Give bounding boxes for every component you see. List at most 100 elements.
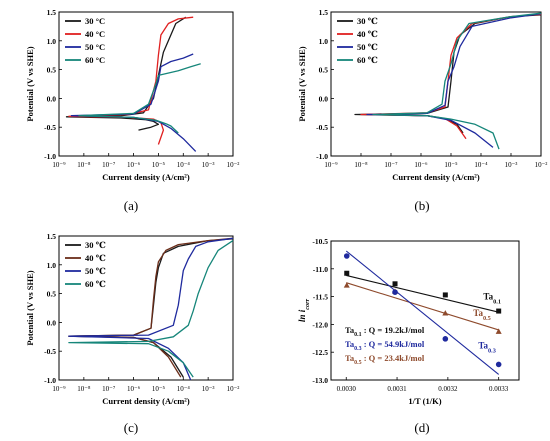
legend-label: 40 ℃ xyxy=(357,29,378,39)
series-line-3 xyxy=(70,53,197,152)
x-tick-label: 10⁻⁶ xyxy=(127,161,141,169)
series-line-4 xyxy=(68,240,234,378)
x-tick-label: 10⁻⁴ xyxy=(177,161,191,169)
y-tick-label: 1.5 xyxy=(47,8,57,17)
legend-label: 60 ℃ xyxy=(85,279,106,289)
data-point xyxy=(442,336,449,342)
panel-label-c: (c) xyxy=(123,420,139,435)
y-tick-label: -10.5 xyxy=(312,237,328,246)
series-line-4 xyxy=(372,12,542,150)
data-point xyxy=(343,253,350,259)
y-tick-label: 1.0 xyxy=(319,37,329,46)
x-tick-label: 10⁻⁶ xyxy=(127,385,141,393)
x-tick-label: 10⁻⁹ xyxy=(52,161,66,169)
y-tick-label: -12.5 xyxy=(312,348,328,357)
x-tick-label: 10⁻² xyxy=(535,161,548,169)
y-tick-label: 1.5 xyxy=(319,8,329,17)
series-line-3 xyxy=(68,237,234,381)
x-tick-label: 10⁻² xyxy=(227,385,240,393)
legend-label: 60 °C xyxy=(85,55,105,65)
series-label: Ta0.5 xyxy=(473,308,491,322)
x-tick-label: 10⁻⁷ xyxy=(102,161,116,169)
y-tick-label: -1.0 xyxy=(44,376,56,385)
activation-energy-annotation: Ta0.1 : Q = 19.2kJ/mol xyxy=(345,325,425,338)
y-tick-label: -1.0 xyxy=(44,152,56,161)
legend-label: 60 ℃ xyxy=(357,55,378,65)
y-tick-label: -13.0 xyxy=(312,376,328,385)
panel-label-b: (b) xyxy=(414,198,430,213)
x-axis-label: 1/T (1/K) xyxy=(408,396,441,406)
x-tick-label: 10⁻⁸ xyxy=(77,161,91,169)
x-axis-label: Current density (A/cm²) xyxy=(392,172,480,182)
x-tick-label: 0.0032 xyxy=(438,385,458,393)
y-tick-label: 1.5 xyxy=(47,232,57,241)
y-tick-label: 0.0 xyxy=(319,94,329,103)
x-tick-label: 10⁻⁵ xyxy=(152,385,166,393)
x-tick-label: 10⁻⁷ xyxy=(102,385,116,393)
y-tick-label: 0.5 xyxy=(319,66,329,75)
data-point xyxy=(344,270,350,276)
x-tick-label: 0.0030 xyxy=(337,385,357,393)
data-point xyxy=(343,282,350,288)
panel-c-chart: 10⁻⁹ 10⁻⁸ 10⁻⁷ 10⁻⁶ 10⁻⁵ 10⁻⁴ 10⁻³ 10⁻² -1.0 -0.5… xyxy=(25,232,239,406)
plot-frame xyxy=(330,240,520,381)
y-tick-label: 0.5 xyxy=(47,66,57,75)
series-label: Ta0.3 xyxy=(478,340,496,354)
x-tick-label: 10⁻⁴ xyxy=(177,385,191,393)
y-tick-label: 1.0 xyxy=(47,261,57,270)
x-tick-label: 10⁻⁹ xyxy=(52,385,66,393)
x-tick-label: 10⁻⁵ xyxy=(152,161,166,169)
data-point xyxy=(495,361,502,368)
legend-label: 30 ℃ xyxy=(85,240,106,250)
y-axis-label: Potential (V vs SHE) xyxy=(25,46,35,121)
x-tick-label: 10⁻⁴ xyxy=(474,161,488,169)
fit-line xyxy=(345,250,500,375)
y-tick-label: -11.5 xyxy=(313,293,328,302)
panel-d-chart: 0.0030 0.0031 0.0032 0.0033 -13.0 -12.5 -12.0 -… xyxy=(297,237,520,406)
x-tick-label: 10⁻³ xyxy=(505,161,518,169)
y-tick-label: -0.5 xyxy=(44,123,56,132)
legend-label: 40 °C xyxy=(85,29,105,39)
y-tick-label: -0.5 xyxy=(316,123,328,132)
x-tick-label: 0.0033 xyxy=(489,385,509,393)
x-tick-label: 10⁻⁵ xyxy=(444,161,458,169)
y-axis-label: Potential (V vs SHE) xyxy=(297,46,307,121)
panel-label-d: (d) xyxy=(414,420,430,435)
legend-label: 50 ℃ xyxy=(85,266,106,276)
fit-line xyxy=(346,282,499,331)
series-line-4 xyxy=(78,63,201,134)
x-tick-label: 10⁻⁶ xyxy=(414,161,428,169)
y-tick-label: 1.0 xyxy=(47,37,57,46)
legend-label: 30 ℃ xyxy=(357,16,378,26)
y-tick-label: -12.0 xyxy=(312,320,328,329)
series-line-3 xyxy=(366,13,542,148)
panel-b-chart: 10⁻⁹ 10⁻⁸ 10⁻⁷ 10⁻⁶ 10⁻⁵ 10⁻⁴ 10⁻³ 10⁻² -1.0 -0.5… xyxy=(297,8,547,182)
y-tick-label: -11.0 xyxy=(313,265,328,274)
x-tick-label: 0.0031 xyxy=(387,385,407,393)
x-tick-label: 10⁻⁹ xyxy=(324,161,338,169)
activation-energy-annotation: Ta0.5 : Q = 23.4kJ/mol xyxy=(345,353,425,366)
plot-frame xyxy=(58,11,234,157)
x-tick-label: 10⁻³ xyxy=(202,161,215,169)
y-axis-label: Potential (V vs SHE) xyxy=(25,270,35,345)
data-point xyxy=(496,308,502,314)
data-point xyxy=(442,310,449,316)
data-point xyxy=(442,292,448,298)
x-tick-label: 10⁻⁸ xyxy=(354,161,368,169)
legend-label: 30 °C xyxy=(85,16,105,26)
y-tick-label: -0.5 xyxy=(44,347,56,356)
panel-a-chart: 10⁻⁹ 10⁻⁸ 10⁻⁷ 10⁻⁶ 10⁻⁵ 10⁻⁴ 10⁻³ 10⁻² -1.0 -0.5… xyxy=(25,8,239,182)
y-tick-label: -1.0 xyxy=(316,152,328,161)
data-point xyxy=(392,281,398,287)
series-line-1 xyxy=(65,16,187,131)
y-tick-label: 0.0 xyxy=(47,318,57,327)
x-tick-label: 10⁻⁸ xyxy=(77,385,91,393)
x-tick-label: 10⁻² xyxy=(227,161,240,169)
panel-label-a: (a) xyxy=(123,198,139,213)
legend-label: 50 °C xyxy=(85,42,105,52)
activation-energy-annotation: Ta0.3 : Q = 54.9kJ/mol xyxy=(345,339,425,352)
legend-label: 40 ℃ xyxy=(85,253,106,263)
data-point xyxy=(495,328,502,334)
y-axis-label: ln icorr xyxy=(297,298,311,322)
